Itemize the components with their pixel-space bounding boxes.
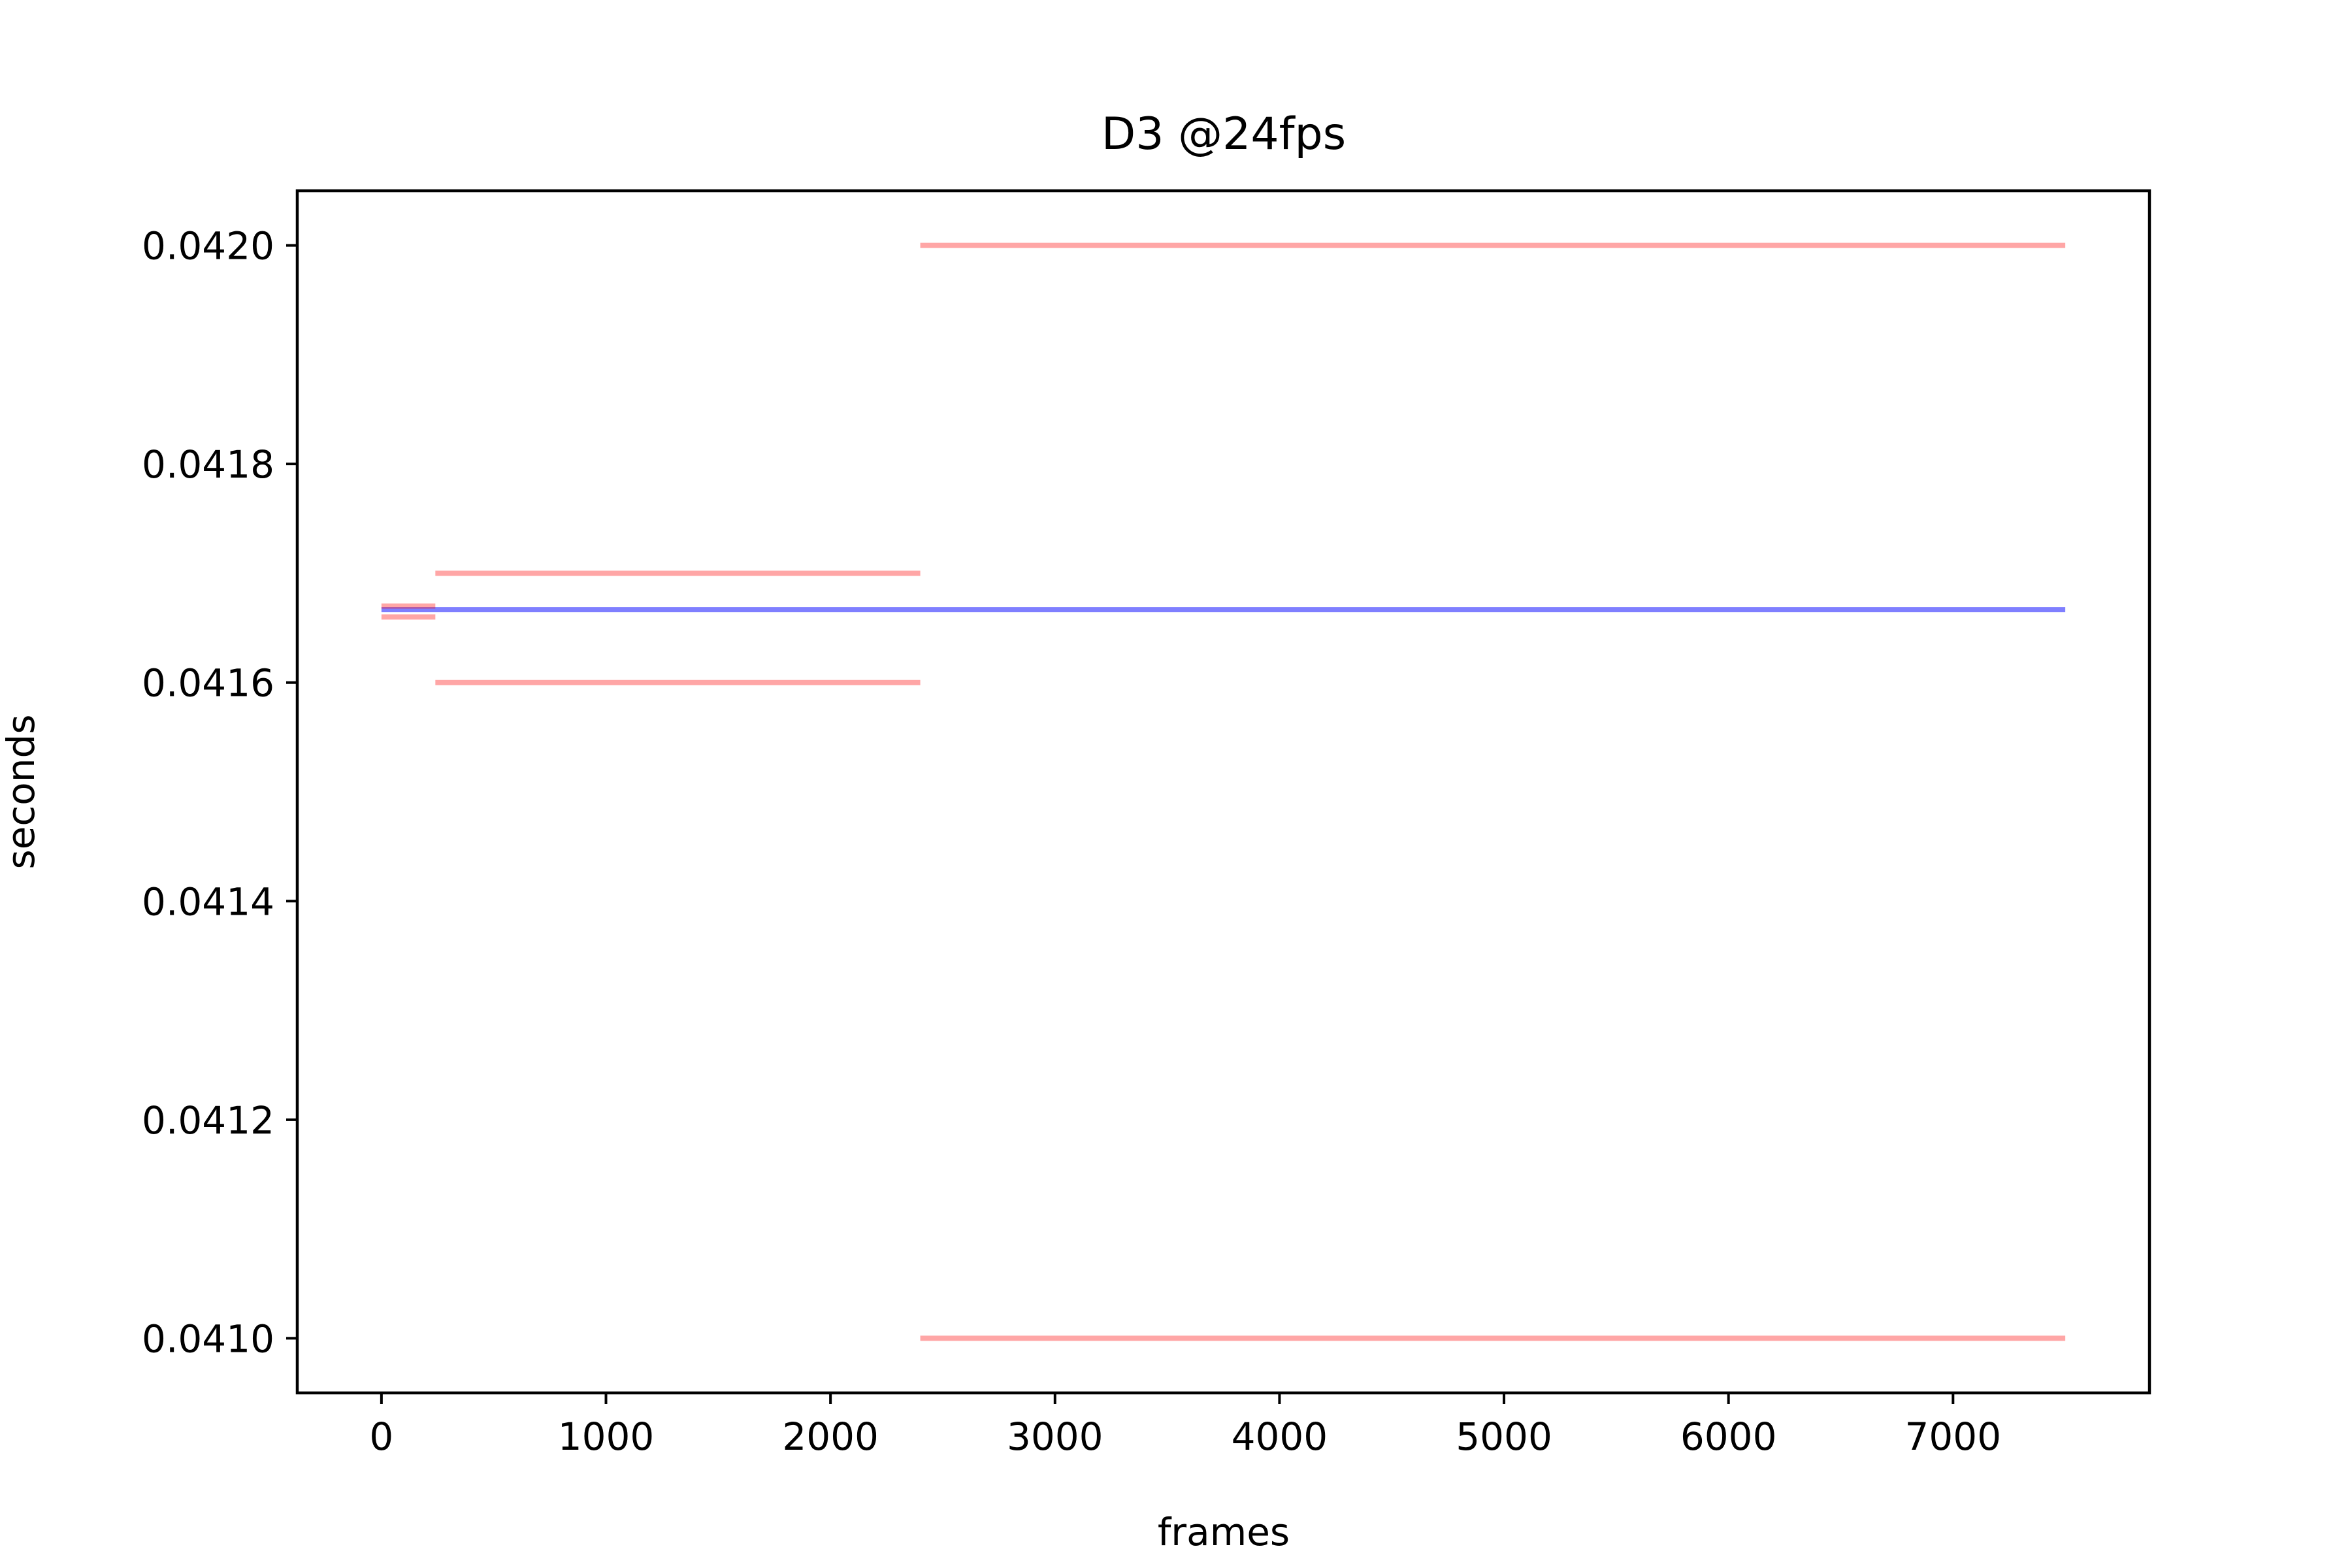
x-tick-label: 5000 [1456, 1414, 1552, 1459]
y-tick-label: 0.0416 [142, 661, 274, 706]
x-axis: 0 1000 2000 3000 4000 5000 6000 7000 [369, 1393, 2001, 1459]
x-tick-label: 7000 [1905, 1414, 2002, 1459]
y-axis-label: seconds [0, 714, 43, 869]
series-layer [381, 242, 2066, 1341]
y-axis: 0.0410 0.0412 0.0414 0.0416 0.0418 0.0420 [142, 224, 297, 1361]
y-tick-label: 0.0420 [142, 224, 274, 269]
x-tick-label: 4000 [1232, 1414, 1328, 1459]
y-tick-label: 0.0412 [142, 1098, 274, 1143]
plot-area [297, 191, 2149, 1393]
plot-frame [295, 189, 2151, 1395]
x-tick-label: 1000 [558, 1414, 655, 1459]
x-tick-label: 6000 [1680, 1414, 1777, 1459]
x-tick-label: 0 [369, 1414, 393, 1459]
chart-title: D3 @24fps [1102, 108, 1346, 160]
x-tick-label: 2000 [782, 1414, 879, 1459]
x-axis-label: frames [1158, 1510, 1290, 1554]
y-tick-label: 0.0414 [142, 879, 274, 924]
y-tick-label: 0.0410 [142, 1316, 274, 1361]
y-tick-label: 0.0418 [142, 442, 274, 487]
x-tick-label: 3000 [1007, 1414, 1103, 1459]
